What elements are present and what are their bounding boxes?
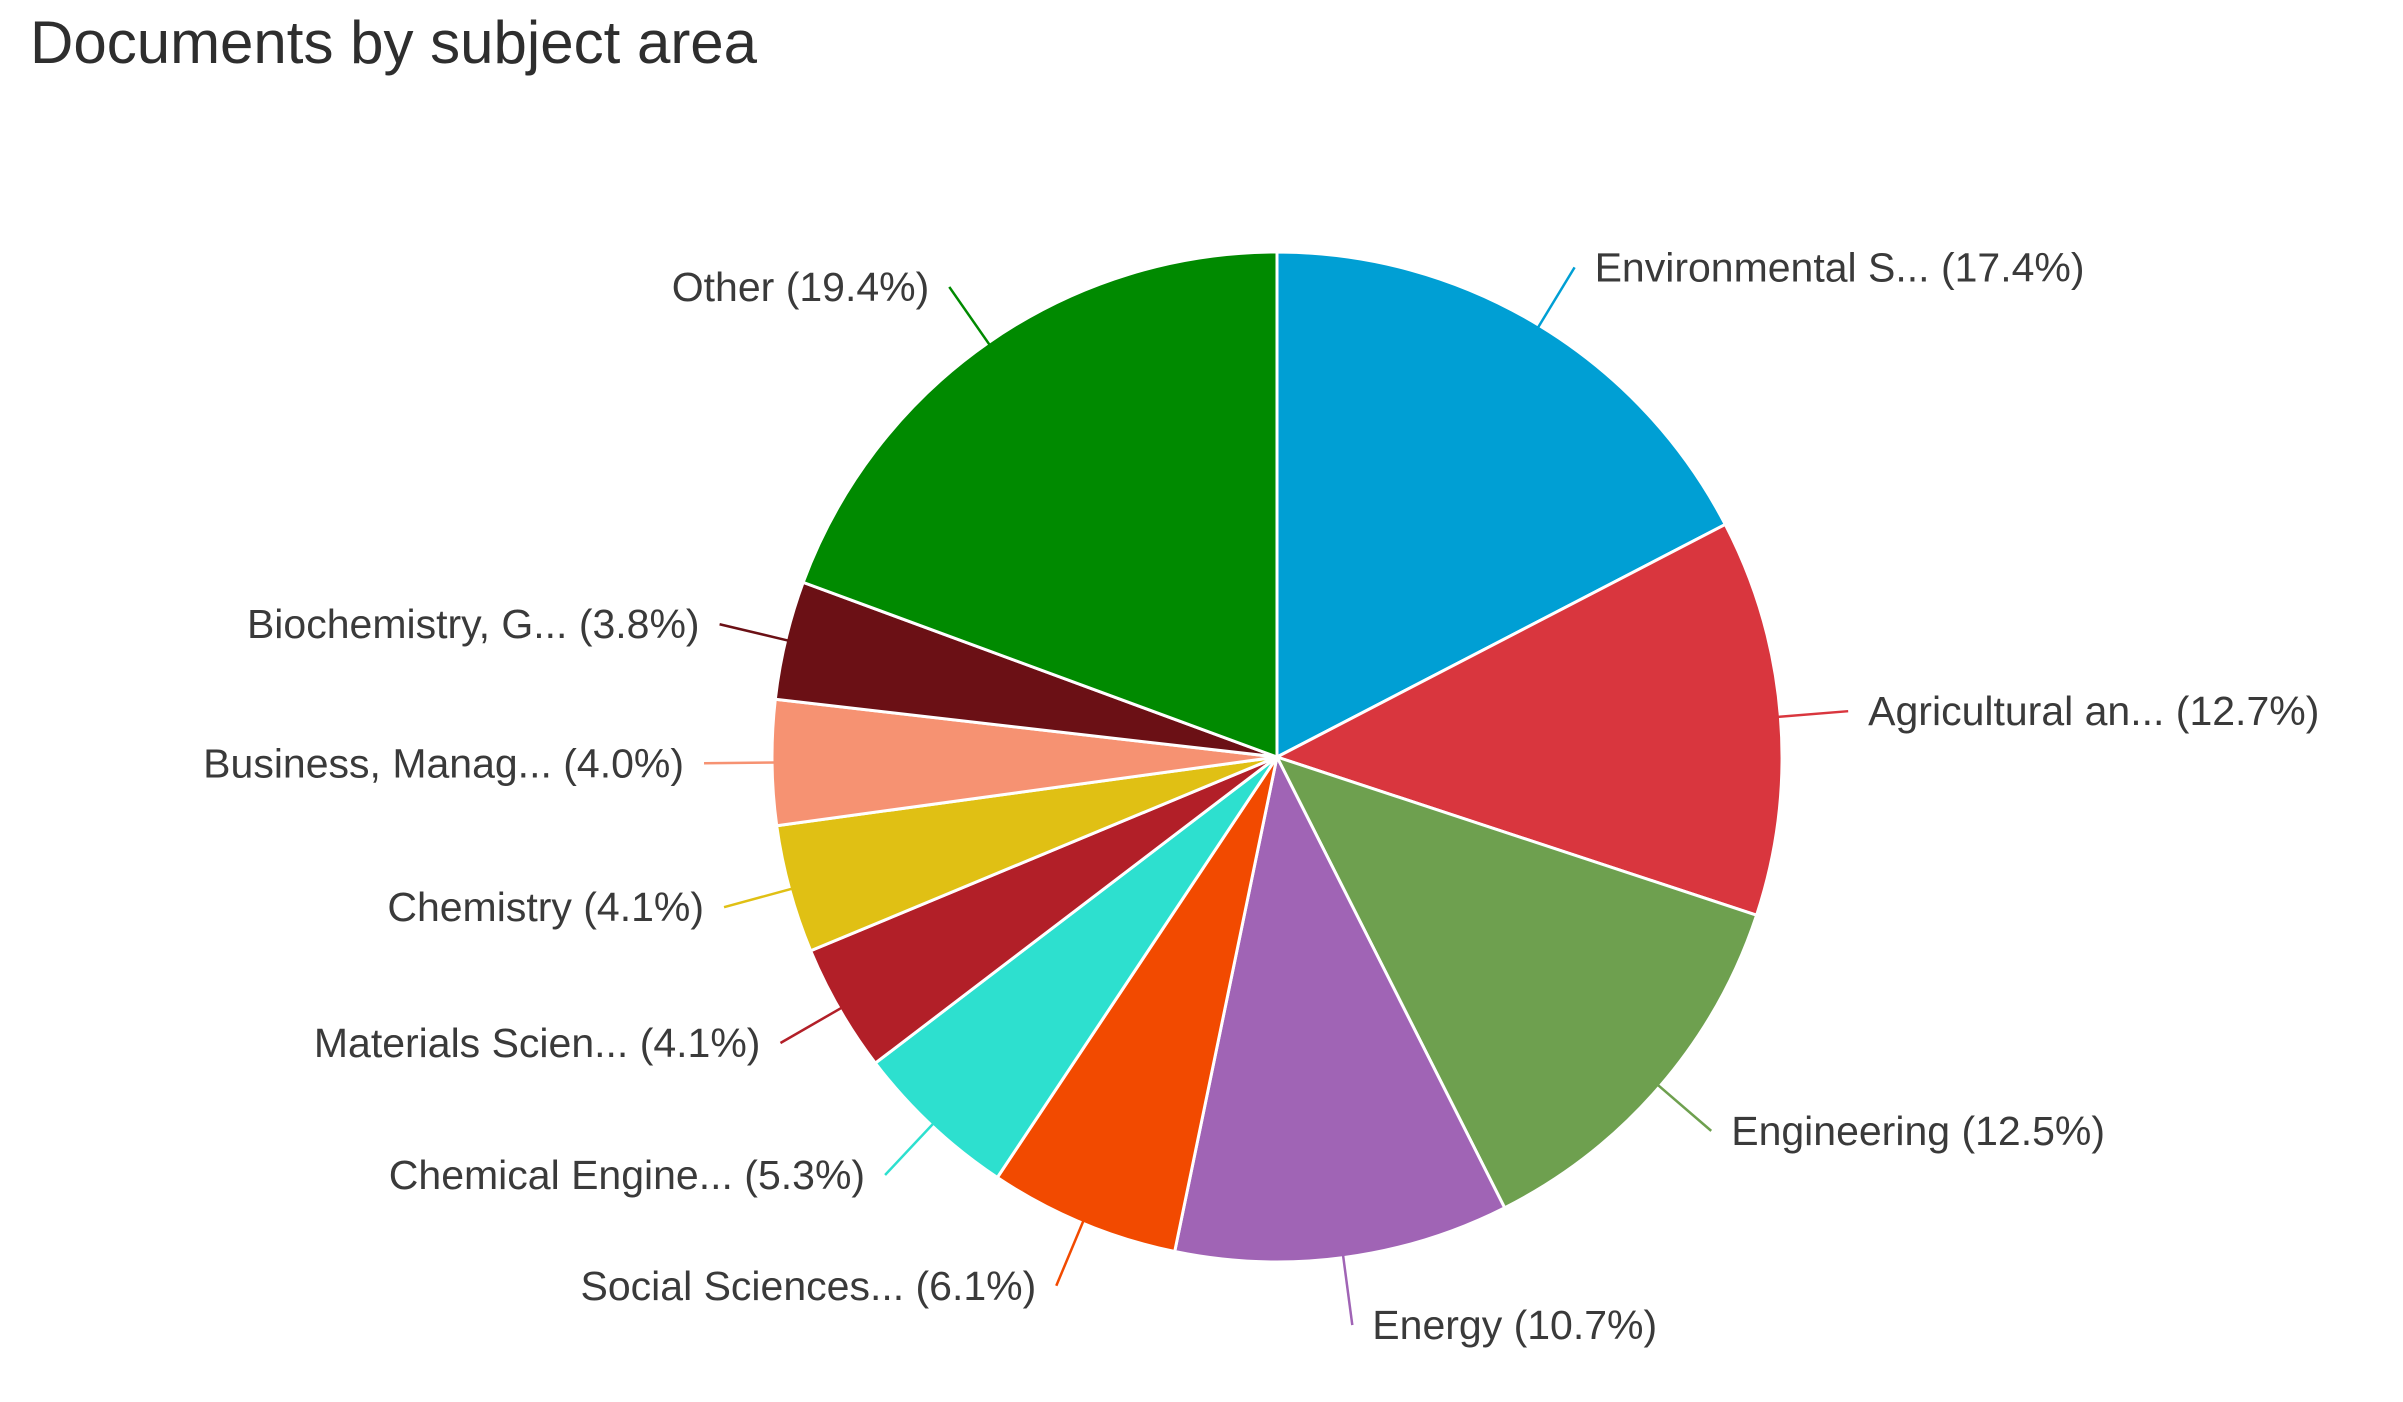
slice-label: Environmental S... (17.4%) xyxy=(1595,244,2085,290)
leader-line xyxy=(719,623,790,643)
pie-slices xyxy=(770,250,1784,1264)
leader-line xyxy=(704,761,777,765)
slice-label: Engineering (12.5%) xyxy=(1731,1108,2105,1154)
slice-label: Energy (10.7%) xyxy=(1372,1302,1657,1348)
slice-label: Social Sciences... (6.1%) xyxy=(581,1263,1037,1309)
leader-line xyxy=(1341,1253,1354,1326)
leader-line xyxy=(1536,266,1576,330)
leader-line xyxy=(948,286,992,347)
leader-line xyxy=(1055,1218,1086,1287)
slice-label: Biochemistry, G... (3.8%) xyxy=(247,601,700,647)
leader-line xyxy=(884,1121,936,1176)
leader-line xyxy=(779,1005,844,1045)
slice-label: Chemistry (4.1%) xyxy=(387,884,704,930)
slice-label: Chemical Engine... (5.3%) xyxy=(389,1152,865,1198)
slice-label: Agricultural an... (12.7%) xyxy=(1868,688,2319,734)
leader-line xyxy=(1655,1082,1713,1132)
leader-line xyxy=(723,887,794,909)
slice-label: Other (19.4%) xyxy=(672,264,930,310)
slice-label: Materials Scien... (4.1%) xyxy=(314,1020,761,1066)
pie-labels: Environmental S... (17.4%) Agricultural a… xyxy=(203,244,2319,1348)
chart-title: Documents by subject area xyxy=(30,9,758,76)
slice-label: Business, Manag... (4.0%) xyxy=(203,740,684,786)
leader-line xyxy=(1776,709,1849,719)
pie-leader-lines xyxy=(704,266,1849,1326)
